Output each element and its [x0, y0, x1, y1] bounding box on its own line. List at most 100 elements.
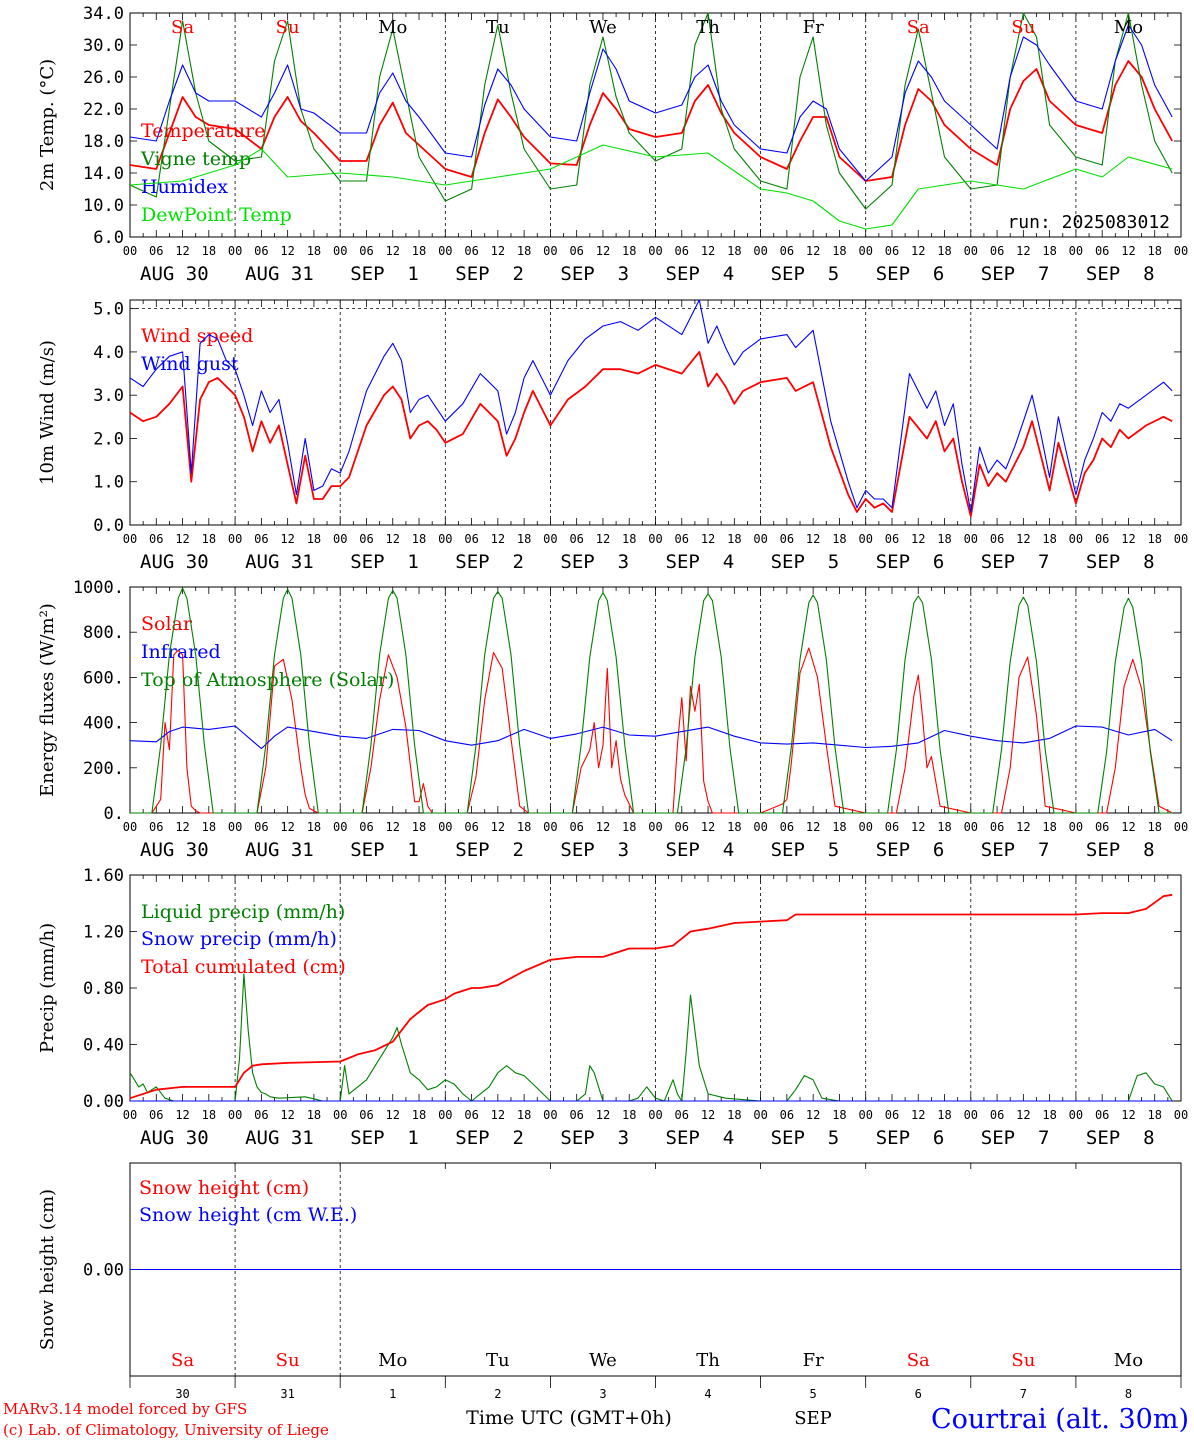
date-label: SEP 5 — [771, 263, 840, 285]
legend-entry: Snow height (cm W.E.) — [139, 1204, 357, 1226]
legend-entry: Humidex — [141, 176, 228, 198]
hour-label: 06 — [149, 820, 163, 834]
y-axis-title: 10m Wind (m/s) — [37, 340, 58, 485]
hour-label: 18 — [727, 820, 741, 834]
hour-label: 12 — [911, 1108, 925, 1122]
date-label: SEP 7 — [981, 1127, 1050, 1149]
weekday-label: Su — [276, 17, 300, 38]
date-label: SEP 1 — [350, 839, 419, 861]
hour-label: 18 — [517, 532, 531, 546]
hour-label: 06 — [990, 1108, 1004, 1122]
hour-label: 18 — [202, 820, 216, 834]
hour-label: 12 — [280, 1108, 294, 1122]
hour-label: 18 — [622, 244, 636, 258]
date-label: SEP 1 — [350, 1127, 419, 1149]
weekday-label: Sa — [907, 1350, 930, 1371]
y-tick-label: 200. — [83, 759, 124, 779]
hour-label: 06 — [359, 532, 373, 546]
weekday-label: Sa — [907, 17, 930, 38]
day-number: 5 — [810, 1387, 817, 1401]
date-label: SEP 8 — [1086, 263, 1155, 285]
day-number: 6 — [915, 1387, 922, 1401]
weekday-label: Tu — [486, 1350, 510, 1371]
hour-label: 00 — [123, 820, 137, 834]
date-label: SEP 5 — [771, 1127, 840, 1149]
series-line — [129, 350, 1173, 518]
hour-label: 12 — [806, 244, 820, 258]
hour-label: 00 — [123, 244, 137, 258]
hour-label: 18 — [937, 532, 951, 546]
hour-label: 06 — [464, 244, 478, 258]
hour-label: 18 — [1042, 532, 1056, 546]
y-tick-label: 800. — [83, 623, 124, 643]
y-tick-label: 2.0 — [93, 429, 124, 449]
series-line — [129, 24, 1173, 182]
hour-label: 18 — [1042, 244, 1056, 258]
y-tick-label: 26.0 — [83, 68, 124, 88]
y-tick-label: 1.20 — [83, 923, 124, 943]
hour-label: 00 — [858, 244, 872, 258]
weekday-label: Fr — [803, 17, 824, 38]
hour-label: 12 — [596, 244, 610, 258]
hour-label: 12 — [806, 1108, 820, 1122]
hour-label: 18 — [937, 820, 951, 834]
hour-label: 06 — [359, 1108, 373, 1122]
hour-label: 00 — [964, 820, 978, 834]
hour-label: 12 — [1016, 1108, 1030, 1122]
hour-label: 12 — [280, 532, 294, 546]
y-tick-label: 400. — [83, 714, 124, 734]
hour-label: 06 — [675, 820, 689, 834]
legend-entry: Vigne temp — [140, 148, 251, 170]
date-label: SEP 8 — [1086, 1127, 1155, 1149]
y-tick-label: 10.0 — [83, 196, 124, 216]
y-axis-title: 2m Temp. (°C) — [37, 59, 58, 191]
hour-label: 12 — [1016, 532, 1030, 546]
legend-entry: Wind gust — [141, 353, 239, 375]
hour-label: 18 — [937, 1108, 951, 1122]
hour-label: 12 — [596, 532, 610, 546]
hour-label: 06 — [149, 1108, 163, 1122]
y-tick-label: 0.40 — [83, 1036, 124, 1056]
date-label: SEP 7 — [981, 263, 1050, 285]
legend-entry: Liquid precip (mm/h) — [141, 901, 345, 923]
date-label: SEP 4 — [666, 263, 735, 285]
hour-label: 00 — [1174, 820, 1188, 834]
y-tick-label: 0. — [104, 804, 124, 824]
hour-label: 06 — [569, 1108, 583, 1122]
hour-label: 12 — [491, 532, 505, 546]
series-line — [130, 587, 1173, 814]
panel-frame — [129, 299, 1182, 526]
hour-label: 00 — [123, 1108, 137, 1122]
date-label: SEP 6 — [876, 263, 945, 285]
hour-label: 06 — [780, 532, 794, 546]
hour-label: 12 — [911, 532, 925, 546]
y-tick-label: 1.0 — [93, 473, 124, 493]
hour-label: 12 — [911, 820, 925, 834]
hour-label: 00 — [123, 532, 137, 546]
hour-label: 06 — [1095, 820, 1109, 834]
hour-label: 00 — [648, 244, 662, 258]
y-axis-title: Precip (mm/h) — [37, 923, 58, 1053]
hour-label: 12 — [701, 532, 715, 546]
hour-label: 12 — [491, 244, 505, 258]
weekday-label: Su — [1011, 17, 1035, 38]
hour-label: 06 — [780, 1108, 794, 1122]
location-label: Courtrai (alt. 30m) — [931, 1404, 1189, 1435]
hour-label: 18 — [1147, 244, 1161, 258]
hour-label: 00 — [543, 1108, 557, 1122]
y-tick-label: 22.0 — [83, 100, 124, 120]
hour-label: 06 — [780, 820, 794, 834]
hour-label: 18 — [1042, 820, 1056, 834]
weekday-label: Mo — [378, 17, 407, 38]
y-tick-label: 5.0 — [93, 300, 124, 320]
hour-label: 12 — [491, 1108, 505, 1122]
date-label: SEP 4 — [666, 551, 735, 573]
hour-label: 06 — [149, 532, 163, 546]
hour-label: 18 — [517, 244, 531, 258]
date-label: AUG 31 — [245, 1127, 314, 1149]
y-tick-label: 3.0 — [93, 386, 124, 406]
hour-label: 06 — [675, 244, 689, 258]
weekday-label: We — [589, 17, 617, 38]
hour-label: 06 — [885, 820, 899, 834]
